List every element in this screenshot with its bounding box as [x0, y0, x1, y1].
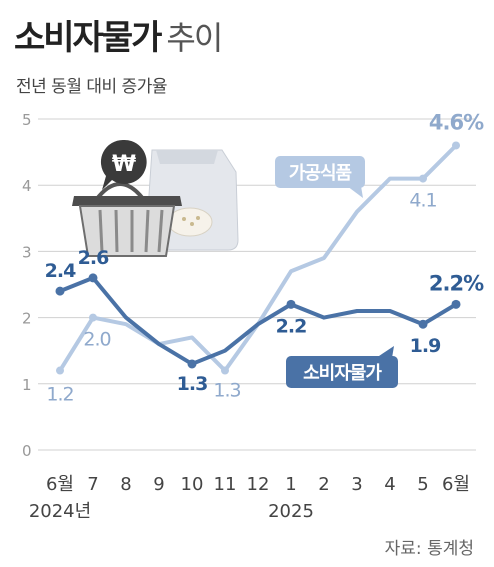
y-tick-label: 3 [22, 243, 32, 261]
data-point [452, 141, 460, 150]
data-label: 1.3 [177, 373, 208, 395]
x-tick-label: 3 [351, 474, 362, 495]
series-callout: 가공식품 [275, 156, 365, 198]
data-label: 4.1 [409, 190, 436, 212]
year-label: 2025 [268, 501, 314, 522]
x-tick-label: 11 [214, 474, 237, 495]
title-suffix: 추이 [166, 19, 223, 57]
y-tick-label: 4 [22, 177, 32, 195]
data-point [451, 299, 461, 309]
x-tick-label: 12 [247, 474, 270, 495]
callout-label: 소비자물가 [303, 363, 382, 384]
data-point [221, 366, 229, 375]
callout-box [286, 356, 398, 388]
x-tick-label: 10 [181, 474, 204, 495]
x-tick-label: 6월 [46, 474, 74, 495]
data-point [419, 174, 427, 183]
y-tick-label: 2 [22, 310, 32, 328]
series-line [59, 275, 458, 366]
year-label: 2024년 [29, 501, 91, 522]
x-tick-label: 1 [285, 474, 296, 495]
x-tick-label: 9 [153, 474, 164, 495]
data-point [56, 366, 64, 375]
x-tick-label: 7 [87, 474, 98, 495]
data-labels: 2.42.6 2.0 1.2 1.3 1.3 2.2 1.9 2.2% 4.1 4.6% [45, 110, 485, 406]
shopping-basket-icon [72, 182, 182, 257]
data-point [418, 319, 428, 329]
source-note: 자료: 통계청 [384, 539, 474, 559]
y-axis-ticks: 0 1 2 3 4 5 [22, 111, 32, 460]
data-label: 2.4 [45, 260, 76, 282]
x-tick-label: 5 [417, 474, 428, 495]
data-point [286, 299, 296, 309]
data-point [89, 313, 97, 322]
callout-label: 가공식품 [289, 163, 352, 184]
data-label: 1.2 [46, 384, 73, 406]
x-tick-label: 8 [120, 474, 131, 495]
x-tick-label: 4 [384, 474, 395, 495]
data-label: 2.2% [429, 271, 484, 295]
y-tick-label: 1 [22, 376, 32, 394]
data-label: 2.6 [78, 247, 109, 269]
title-main: 소비자물가 [14, 18, 162, 58]
data-label: 1.3 [213, 380, 240, 402]
data-point [55, 286, 65, 296]
data-label: 2.2 [276, 315, 307, 337]
x-tick-label: 6월 [442, 474, 470, 495]
svg-text:₩: ₩ [112, 152, 136, 177]
series-lines [55, 141, 461, 375]
y-tick-label: 0 [22, 442, 32, 460]
series-callout: 소비자물가 [286, 346, 398, 388]
data-label: 1.9 [410, 335, 441, 357]
data-point [187, 359, 197, 369]
callout-pointer [376, 346, 394, 358]
won-coin-icon: ₩ [100, 139, 147, 190]
callout-pointer [347, 186, 363, 198]
y-tick-label: 5 [22, 111, 32, 129]
x-tick-label: 2 [318, 474, 329, 495]
grid-lines [38, 118, 476, 451]
chart-subtitle: 전년 동월 대비 증가율 [16, 77, 167, 97]
chart-title: 소비자물가 추이 [14, 10, 223, 59]
data-label: 4.6% [429, 110, 484, 134]
callout-box [275, 156, 365, 188]
data-point [88, 273, 98, 283]
data-label: 2.0 [83, 329, 110, 351]
